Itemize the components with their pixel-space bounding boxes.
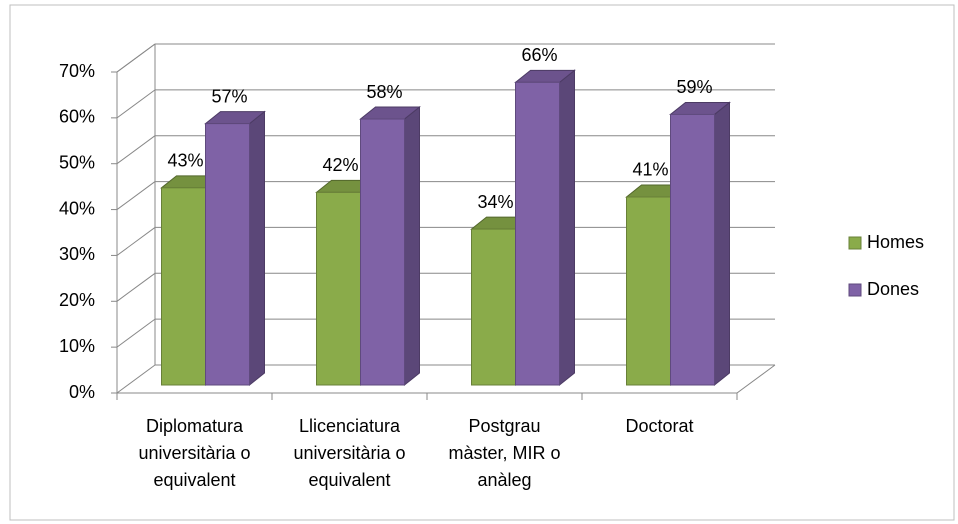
grid-line xyxy=(116,43,156,73)
bar xyxy=(626,196,671,386)
bar-side xyxy=(559,69,575,387)
x-tick-label: Llicenciatura universitària o equivalent xyxy=(293,416,406,490)
value-label: 57% xyxy=(211,86,247,106)
legend-label: Dones xyxy=(867,279,919,299)
value-label: 41% xyxy=(632,160,668,180)
y-tick-label: 40% xyxy=(59,198,95,218)
grid-line xyxy=(116,181,156,210)
value-label: 59% xyxy=(676,77,712,97)
x-tick-label: Postgrau màster, MIR o anàleg xyxy=(448,416,561,490)
y-tick-label: 50% xyxy=(59,152,95,172)
x-tick-label: Diplomatura universitària o equivalent xyxy=(138,416,251,490)
y-tick-label: 70% xyxy=(59,61,95,81)
value-label: 34% xyxy=(477,192,513,212)
grid-line xyxy=(116,227,156,256)
legend-label: Homes xyxy=(867,232,924,252)
bar-side xyxy=(249,110,265,387)
y-tick-label: 30% xyxy=(59,244,95,264)
grid-line xyxy=(116,272,156,302)
y-tick-label: 60% xyxy=(59,107,95,127)
x-tick-label: Doctorat xyxy=(625,416,694,436)
value-label: 66% xyxy=(521,45,557,65)
legend-swatch xyxy=(848,283,862,297)
bar xyxy=(316,191,361,386)
chart-border xyxy=(9,4,955,521)
grid-line xyxy=(116,135,156,165)
y-tick-label: 20% xyxy=(59,290,95,310)
bar-side xyxy=(404,105,420,387)
bar xyxy=(670,113,715,386)
value-label: 58% xyxy=(366,82,402,102)
bar xyxy=(360,118,405,386)
bar-side xyxy=(714,101,730,387)
value-label: 42% xyxy=(322,155,358,175)
side-wall xyxy=(116,43,156,393)
grid-line xyxy=(116,89,156,119)
legend-swatch xyxy=(848,236,862,250)
y-tick-label: 10% xyxy=(59,336,95,356)
bar xyxy=(515,81,560,386)
grid-line xyxy=(116,318,156,348)
bar xyxy=(161,187,206,386)
value-label: 43% xyxy=(167,151,203,171)
y-tick-label: 0% xyxy=(69,382,95,402)
bar xyxy=(205,123,250,386)
grid-line xyxy=(116,364,156,394)
bar xyxy=(471,228,516,386)
